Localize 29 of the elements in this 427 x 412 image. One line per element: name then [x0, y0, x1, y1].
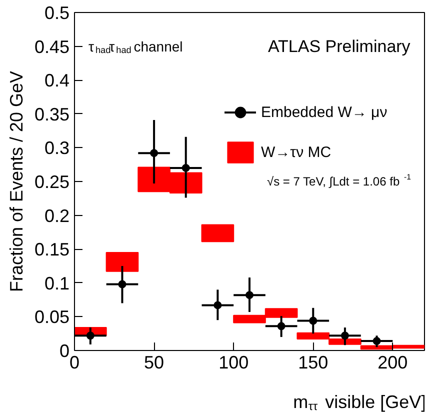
y-tick-label: 0.45	[34, 36, 70, 57]
point	[340, 332, 349, 340]
point	[214, 301, 222, 310]
y-tick-label: 0.3	[44, 138, 70, 158]
point	[150, 149, 158, 158]
y-tick-label: 0.4	[44, 70, 70, 91]
point	[246, 291, 254, 300]
y-tick-label: 0.05	[34, 307, 70, 328]
y-tick-label: 0.25	[34, 172, 70, 192]
point	[372, 337, 381, 346]
point	[277, 322, 286, 330]
y-tick-label: 0.15	[34, 240, 70, 260]
bar	[106, 252, 139, 272]
bar	[201, 224, 234, 242]
y-tick-label: 0.2	[44, 206, 70, 226]
x-tick-label: 150	[298, 352, 328, 372]
point	[118, 280, 126, 288]
y-tick-label: 0.35	[34, 104, 70, 124]
x-tick-label: 100	[218, 352, 249, 372]
legend-label: Embedded W→ μν	[261, 104, 388, 120]
x-tick-label: 200	[378, 352, 408, 372]
annotation: ATLAS Preliminary	[268, 36, 411, 56]
x-tick-label: 50	[144, 352, 164, 372]
point	[309, 316, 318, 325]
y-tick-label: 0.5	[44, 3, 70, 23]
legend-label: W→τν MC	[261, 144, 332, 160]
point	[182, 164, 190, 172]
y-tick-label: 0.1	[44, 273, 70, 294]
y-axis-title: Fraction of Events / 20 GeV	[6, 70, 26, 292]
